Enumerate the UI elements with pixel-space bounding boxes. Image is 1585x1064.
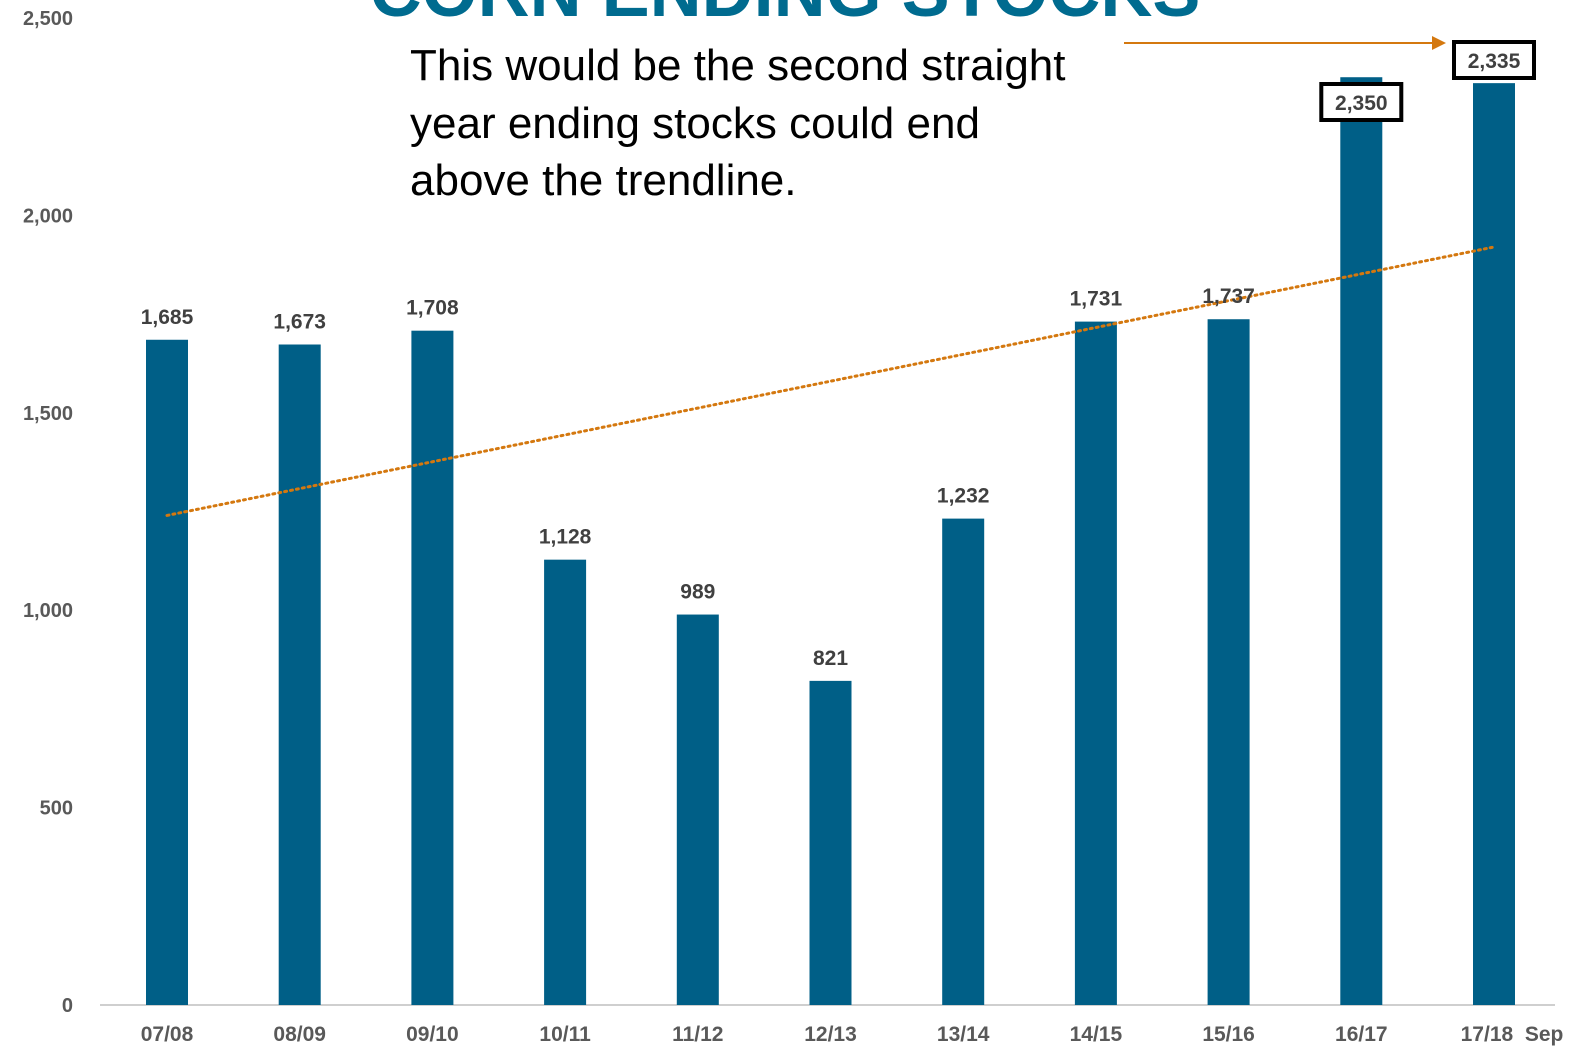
annotation-text: year ending stocks could end bbox=[410, 99, 980, 148]
bar bbox=[1340, 77, 1383, 1006]
data-label: 2,335 bbox=[1468, 50, 1521, 73]
x-tick-label: 15/16 bbox=[1202, 1023, 1255, 1046]
chart-title: CORN ENDING STOCKS bbox=[370, 0, 1201, 32]
annotation-arrowhead bbox=[1432, 36, 1446, 50]
y-axis: 0 500 1,000 1,500 2,000 2,500 bbox=[23, 8, 73, 1017]
x-tick-label: 17/18 Sep bbox=[1461, 1023, 1564, 1046]
y-tick-label: 2,500 bbox=[23, 8, 73, 30]
data-label-box bbox=[1452, 40, 1536, 80]
data-label: 1,128 bbox=[539, 526, 592, 549]
bar bbox=[942, 518, 985, 1005]
data-label: 1,737 bbox=[1202, 285, 1255, 308]
data-label-box bbox=[1319, 82, 1404, 122]
x-tick-label: 10/11 bbox=[539, 1023, 591, 1046]
x-tick-label: 09/10 bbox=[406, 1023, 459, 1046]
data-label: 1,673 bbox=[273, 310, 326, 333]
x-tick-label: 12/13 bbox=[804, 1023, 857, 1046]
bar bbox=[676, 614, 719, 1005]
bar bbox=[1074, 321, 1117, 1005]
y-tick-label: 0 bbox=[62, 995, 73, 1017]
data-label: 1,708 bbox=[406, 297, 459, 320]
bar bbox=[1207, 319, 1250, 1005]
data-label: 1,685 bbox=[141, 306, 194, 329]
annotation-text: This would be the second straight bbox=[410, 41, 1066, 90]
data-labels: 1,685 1,673 1,708 1,128 989 821 1,232 1,731 1,73… bbox=[141, 40, 1536, 670]
x-tick-label: 16/17 bbox=[1335, 1023, 1388, 1046]
y-tick-label: 1,000 bbox=[23, 600, 73, 622]
y-tick-label: 1,500 bbox=[23, 403, 73, 425]
x-tick-label: 14/15 bbox=[1070, 1023, 1123, 1046]
x-axis-labels: 07/08 08/09 09/10 10/11 11/12 12/13 13/14 14/15… bbox=[141, 1023, 1564, 1046]
bar bbox=[544, 559, 587, 1005]
y-tick-label: 500 bbox=[40, 798, 73, 820]
y-tick-label: 2,000 bbox=[23, 205, 73, 227]
x-tick-label: 13/14 bbox=[937, 1023, 990, 1046]
bar bbox=[809, 680, 852, 1005]
data-label: 821 bbox=[813, 647, 848, 670]
data-label: 2,350 bbox=[1335, 92, 1388, 115]
data-label: 1,731 bbox=[1070, 288, 1123, 311]
trendline-line bbox=[165, 245, 1496, 517]
x-tick-label: 11/12 bbox=[672, 1023, 723, 1046]
data-label: 1,232 bbox=[937, 485, 990, 508]
x-tick-label: 08/09 bbox=[273, 1023, 326, 1046]
trendline bbox=[165, 245, 1496, 517]
bar bbox=[411, 330, 454, 1005]
x-tick-label: 07/08 bbox=[141, 1023, 194, 1046]
annotation-text: above the trendline. bbox=[410, 156, 797, 205]
annotation: This would be the second straight year en… bbox=[410, 36, 1446, 205]
bar bbox=[278, 344, 321, 1005]
bar bbox=[1473, 83, 1515, 1006]
bars bbox=[146, 77, 1515, 1006]
bar bbox=[146, 339, 188, 1006]
data-label: 989 bbox=[680, 581, 715, 604]
